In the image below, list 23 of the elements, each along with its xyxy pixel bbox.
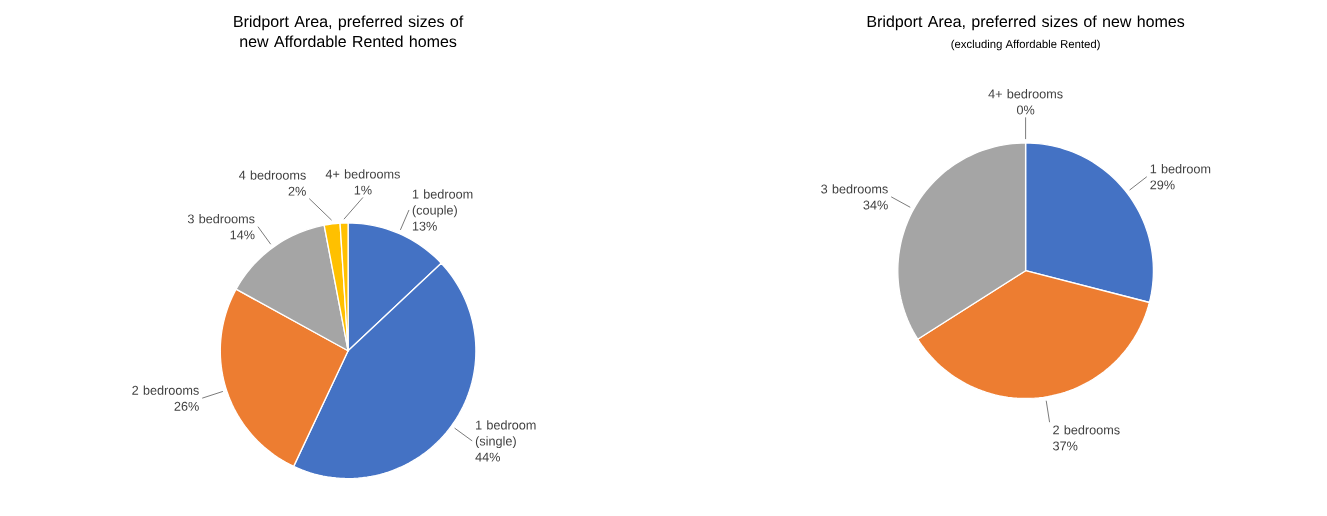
slice-label: 3 bedrooms	[821, 184, 888, 194]
slice-label: 2 bedrooms	[1053, 425, 1120, 435]
data-label: 34%	[863, 200, 888, 210]
slice-label: 3 bedrooms	[187, 213, 255, 224]
data-label: 1%	[354, 185, 372, 195]
slice-label: 1 bedroom (single)	[475, 420, 536, 449]
data-label: 29%	[1150, 180, 1175, 190]
category-label: 4+ bedrooms	[988, 89, 1063, 99]
slice-label: 1 bedroom	[1150, 164, 1211, 174]
data-label: 13%	[412, 221, 437, 231]
slice-label: 4 bedrooms	[238, 170, 306, 180]
data-label: 26%	[174, 401, 199, 411]
slice-label: 2 bedrooms	[132, 385, 199, 395]
chart-title: Bridport Area, preferred sizes of new homes	[867, 15, 1185, 31]
slice-label: 4+ bedrooms	[325, 169, 400, 179]
data-label: 37%	[1053, 441, 1078, 451]
data-label: 44%	[475, 452, 501, 462]
text: 0%	[1016, 105, 1035, 115]
slice-label: 1 bedroom (couple)	[412, 189, 473, 218]
chart-subtitle: (excluding Affordable Rented)	[951, 39, 1100, 51]
data-label: 2%	[288, 186, 306, 196]
data-label: 14%	[230, 230, 255, 240]
chart-title: Bridport Area, preferred sizes of new Affordable Rented homes	[234, 15, 464, 48]
